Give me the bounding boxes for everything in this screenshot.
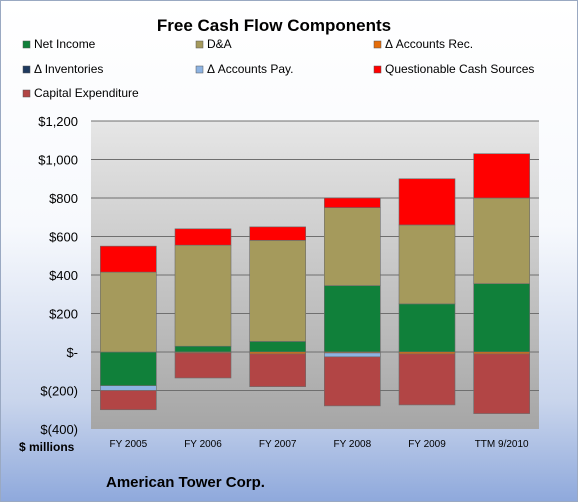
legend-swatch-accounts-pay [195,65,204,74]
y-axis-unit-label: $ millions [19,440,75,454]
bar-d-a-fy-2009 [398,224,456,305]
x-tick-label: FY 2007 [259,439,297,450]
y-tick-label: $200 [49,307,78,322]
bar-capital-expenditure-fy-2009 [398,353,456,406]
bar-questionable-cash-sources-fy-2005 [100,245,157,273]
gridlines [91,120,539,391]
y-tick-label: $400 [49,268,78,283]
x-tick-label: FY 2008 [334,439,372,450]
bar-capital-expenditure-ttm-9-2010 [473,353,530,414]
bar-net-income-fy-2006 [174,345,232,353]
bar-d-a-fy-2005 [100,271,157,353]
bar-capital-expenditure-fy-2005 [100,390,157,411]
legend-swatch-capital-expenditure [22,89,31,98]
y-tick-label: $1,000 [38,153,78,168]
legend-label-inventories: Δ Inventories [34,62,103,76]
company-name: American Tower Corp. [106,474,265,491]
bar-questionable-cash-sources-fy-2008 [324,197,381,208]
bar-capital-expenditure-fy-2006 [174,352,232,379]
bar-accounts-pay-fy-2008 [324,352,381,358]
legend-label-questionable-cash-sources: Questionable Cash Sources [385,62,534,76]
chart-title: Free Cash Flow Components [157,16,391,35]
bar-capital-expenditure-fy-2008 [324,356,381,407]
bar-net-income-fy-2008 [324,285,381,353]
y-tick-label: $1,200 [38,114,78,129]
legend-label-accounts-pay: Δ Accounts Pay. [207,62,294,76]
y-axis: $1,200 $1,000 $800 $600 $400 $200 $- $(200) $(40… [38,114,78,437]
bar-net-income-ttm-9-2010 [473,283,530,353]
x-tick-label: FY 2005 [110,439,148,450]
y-tick-label: $(400) [40,422,78,437]
legend-swatch-questionable-cash-sources [373,65,382,74]
legend-swatch-accounts-rec [373,40,382,49]
legend-swatch-d-a [195,40,204,49]
y-tick-label: $(200) [40,384,78,399]
bar-net-income-fy-2007 [249,341,306,353]
bar-questionable-cash-sources-ttm-9-2010 [473,153,530,199]
bar-net-income-fy-2009 [398,303,456,353]
x-tick-label: TTM 9/2010 [475,439,529,450]
bar-questionable-cash-sources-fy-2009 [398,178,456,226]
legend-label-net-income: Net Income [34,37,96,51]
bar-d-a-fy-2007 [249,240,306,342]
y-tick-label: $- [66,345,78,360]
bar-net-income-fy-2005 [100,351,157,386]
bar-d-a-ttm-9-2010 [473,197,530,284]
x-tick-label: FY 2009 [408,439,446,450]
bar-questionable-cash-sources-fy-2006 [174,228,232,246]
legend-swatch-inventories [22,65,31,74]
bar-capital-expenditure-fy-2007 [249,353,306,387]
legend-label-capital-expenditure: Capital Expenditure [34,86,139,100]
bar-questionable-cash-sources-fy-2007 [249,226,306,241]
legend: Net Income D&A Δ Accounts Rec. Δ Inventorie… [22,37,534,100]
x-tick-label: FY 2006 [184,439,222,450]
y-tick-label: $600 [49,230,78,245]
bar-accounts-pay-fy-2005 [100,385,157,391]
y-tick-label: $800 [49,191,78,206]
x-axis: FY 2005 FY 2006 FY 2007 FY 2008 FY 2009 TTM 9… [110,439,530,450]
bar-d-a-fy-2008 [324,207,381,286]
legend-label-accounts-rec: Δ Accounts Rec. [385,37,473,51]
legend-label-d-a: D&A [207,37,232,51]
bar-stacks [100,153,530,414]
bar-d-a-fy-2006 [174,244,232,347]
legend-swatch-net-income [22,40,31,49]
